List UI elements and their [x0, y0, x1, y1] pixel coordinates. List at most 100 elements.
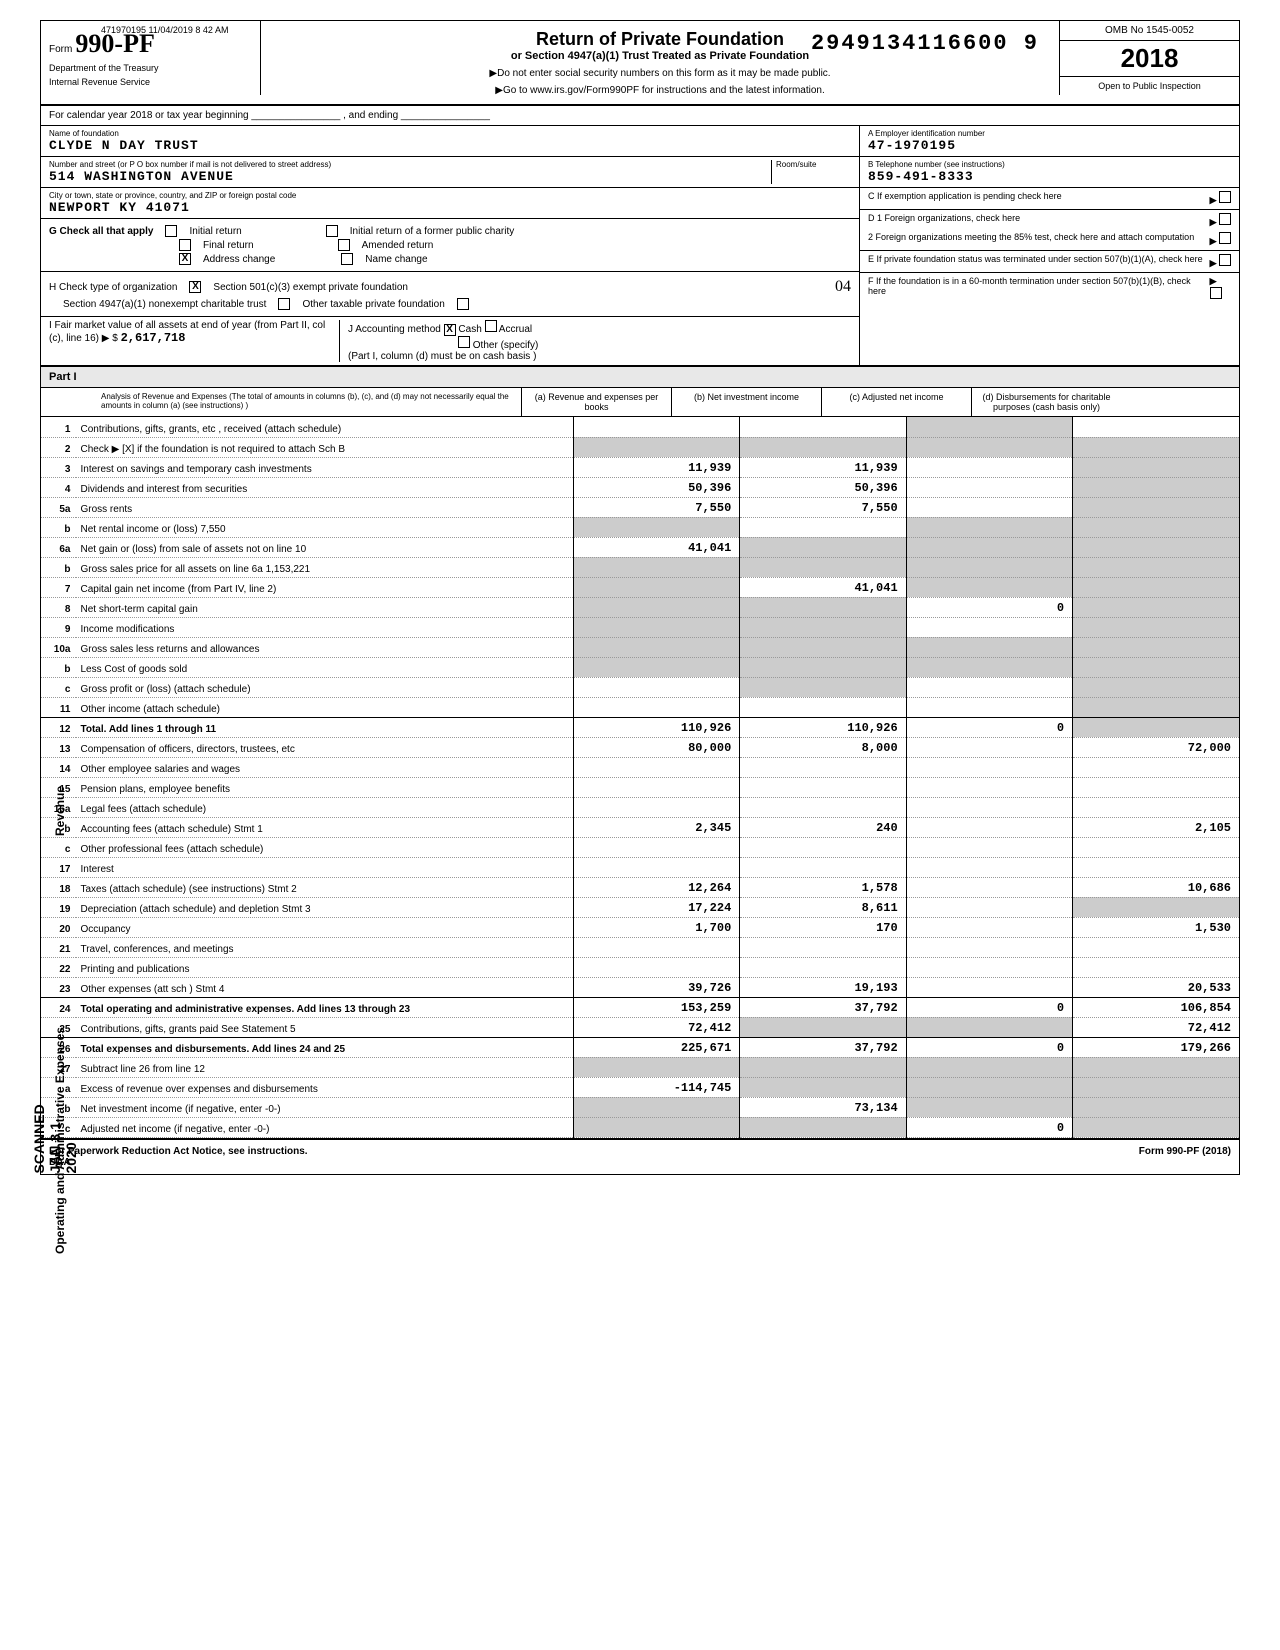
- footer-form-ref: Form 990-PF (2018): [1139, 1146, 1231, 1168]
- chk-e[interactable]: [1219, 254, 1231, 266]
- line-7: 7Capital gain net income (from Part IV, …: [41, 577, 1239, 597]
- chk-4947[interactable]: [278, 298, 290, 310]
- line-16c: cOther professional fees (attach schedul…: [41, 837, 1239, 857]
- note-url: ▶Go to www.irs.gov/Form990PF for instruc…: [269, 85, 1051, 96]
- section-i: I Fair market value of all assets at end…: [41, 317, 859, 365]
- line-21: 21Travel, conferences, and meetings: [41, 937, 1239, 957]
- opt-final: Final return: [203, 240, 254, 251]
- section-g: G Check all that apply Initial return In…: [41, 219, 859, 272]
- chk-name-change[interactable]: [341, 253, 353, 265]
- line-20: 20Occupancy1,7001701,530: [41, 917, 1239, 937]
- line-5a: 5aGross rents7,5507,550: [41, 497, 1239, 517]
- line-25: 25Contributions, gifts, grants paid See …: [41, 1017, 1239, 1037]
- line-22: 22Printing and publications: [41, 957, 1239, 977]
- opt-other-method: Other (specify): [473, 340, 539, 351]
- line-3: 3Interest on savings and temporary cash …: [41, 457, 1239, 477]
- omb-number: OMB No 1545-0052: [1060, 21, 1239, 41]
- i-label: I Fair market value of all assets at end…: [49, 320, 325, 344]
- ein-cell: A Employer identification number 47-1970…: [860, 126, 1239, 157]
- c-label: C If exemption application is pending ch…: [868, 191, 1062, 206]
- print-timestamp: 471970195 11/04/2019 8 42 AM: [101, 25, 228, 35]
- chk-initial[interactable]: [165, 225, 177, 237]
- opt-initial-former: Initial return of a former public charit…: [350, 226, 515, 237]
- chk-accrual[interactable]: [485, 320, 497, 332]
- line-10b: bLess Cost of goods sold: [41, 657, 1239, 677]
- info-left: Name of foundation CLYDE N DAY TRUST Num…: [41, 126, 859, 365]
- line-27: 27Subtract line 26 from line 12: [41, 1057, 1239, 1077]
- line-6a: 6aNet gain or (loss) from sale of assets…: [41, 537, 1239, 557]
- opt-other-tax: Other taxable private foundation: [302, 299, 444, 310]
- addr-cell: Number and street (or P O box number if …: [41, 157, 859, 188]
- chk-d2[interactable]: [1219, 232, 1231, 244]
- chk-amended[interactable]: [338, 239, 350, 251]
- col-d-hdr: (d) Disbursements for charitable purpose…: [971, 388, 1121, 416]
- part1-label: Part I: [49, 371, 109, 383]
- dept-irs: Internal Revenue Service: [49, 77, 252, 87]
- opt-name-change: Name change: [365, 254, 427, 265]
- info-right: A Employer identification number 47-1970…: [859, 126, 1239, 365]
- handwritten-04: 04: [835, 278, 851, 296]
- part1-desc: Analysis of Revenue and Expenses (The to…: [41, 388, 521, 416]
- chk-d1[interactable]: [1219, 213, 1231, 225]
- dept-treasury: Department of the Treasury: [49, 63, 252, 73]
- chk-final[interactable]: [179, 239, 191, 251]
- opt-4947: Section 4947(a)(1) nonexempt charitable …: [63, 299, 266, 310]
- line-8: 8Net short-term capital gain0: [41, 597, 1239, 617]
- chk-other-tax[interactable]: [457, 298, 469, 310]
- line-6b: bGross sales price for all assets on lin…: [41, 557, 1239, 577]
- opt-501c3: Section 501(c)(3) exempt private foundat…: [213, 282, 408, 293]
- col-b-hdr: (b) Net investment income: [671, 388, 821, 416]
- form-prefix: Form: [49, 44, 72, 55]
- telephone: 859-491-8333: [868, 169, 1231, 184]
- line-26: 26Total expenses and disbursements. Add …: [41, 1037, 1239, 1057]
- lines-table: 1Contributions, gifts, grants, etc , rec…: [41, 417, 1239, 1138]
- line-10a: 10aGross sales less returns and allowanc…: [41, 637, 1239, 657]
- chk-f[interactable]: [1210, 287, 1222, 299]
- chk-c[interactable]: [1219, 191, 1231, 203]
- header-right: OMB No 1545-0052 2018 Open to Public Ins…: [1059, 21, 1239, 95]
- foundation-name: CLYDE N DAY TRUST: [49, 138, 851, 153]
- info-grid: Name of foundation CLYDE N DAY TRUST Num…: [41, 126, 1239, 366]
- chk-cash[interactable]: X: [444, 324, 456, 336]
- opt-addr-change: Address change: [203, 254, 275, 265]
- note-ssn: ▶Do not enter social security numbers on…: [269, 68, 1051, 79]
- e-cell: E If private foundation status was termi…: [860, 251, 1239, 273]
- line-19: 19Depreciation (attach schedule) and dep…: [41, 897, 1239, 917]
- line-1: 1Contributions, gifts, grants, etc , rec…: [41, 417, 1239, 437]
- g-label: G Check all that apply: [49, 226, 153, 237]
- line-27c: cAdjusted net income (if negative, enter…: [41, 1117, 1239, 1137]
- name-label: Name of foundation: [49, 129, 851, 138]
- line-16a: 16aLegal fees (attach schedule): [41, 797, 1239, 817]
- calendar-year-row: For calendar year 2018 or tax year begin…: [41, 106, 1239, 126]
- chk-other-method[interactable]: [458, 336, 470, 348]
- d2-label: 2 Foreign organizations meeting the 85% …: [868, 232, 1194, 247]
- chk-initial-former[interactable]: [326, 225, 338, 237]
- d1-label: D 1 Foreign organizations, check here: [868, 213, 1020, 228]
- line-16b: bAccounting fees (attach schedule) Stmt …: [41, 817, 1239, 837]
- column-headers: Analysis of Revenue and Expenses (The to…: [41, 388, 1239, 417]
- ein-label: A Employer identification number: [868, 129, 1231, 138]
- f-cell: F If the foundation is in a 60-month ter…: [860, 273, 1239, 304]
- room-label: Room/suite: [776, 160, 851, 169]
- ein: 47-1970195: [868, 138, 1231, 153]
- tax-year: 2018: [1060, 41, 1239, 77]
- part1-note: (Part I, column (d) must be on cash basi…: [348, 351, 536, 362]
- scanned-stamp: SCANNED JAN 3 1 2020: [31, 1101, 79, 1174]
- footer-paperwork: For Paperwork Reduction Act Notice, see …: [49, 1146, 308, 1157]
- opt-cash: Cash: [458, 324, 481, 335]
- city-label: City or town, state or province, country…: [49, 191, 851, 200]
- page-footer: For Paperwork Reduction Act Notice, see …: [41, 1138, 1239, 1174]
- chk-addr-change[interactable]: X: [179, 253, 191, 265]
- line-5b: bNet rental income or (loss) 7,550: [41, 517, 1239, 537]
- line-27a: aExcess of revenue over expenses and dis…: [41, 1077, 1239, 1097]
- line-24: 24Total operating and administrative exp…: [41, 997, 1239, 1017]
- stamp-number: 2949134116600 9: [811, 31, 1039, 56]
- section-h: H Check type of organization X Section 5…: [41, 272, 859, 317]
- line-2: 2Check ▶ [X] if the foundation is not re…: [41, 437, 1239, 457]
- form-page: 471970195 11/04/2019 8 42 AM 29491341166…: [40, 20, 1240, 1175]
- part1-header: Part I: [41, 366, 1239, 388]
- c-cell: C If exemption application is pending ch…: [860, 188, 1239, 210]
- chk-501c3[interactable]: X: [189, 281, 201, 293]
- foundation-city: NEWPORT KY 41071: [49, 200, 851, 215]
- line-9: 9Income modifications: [41, 617, 1239, 637]
